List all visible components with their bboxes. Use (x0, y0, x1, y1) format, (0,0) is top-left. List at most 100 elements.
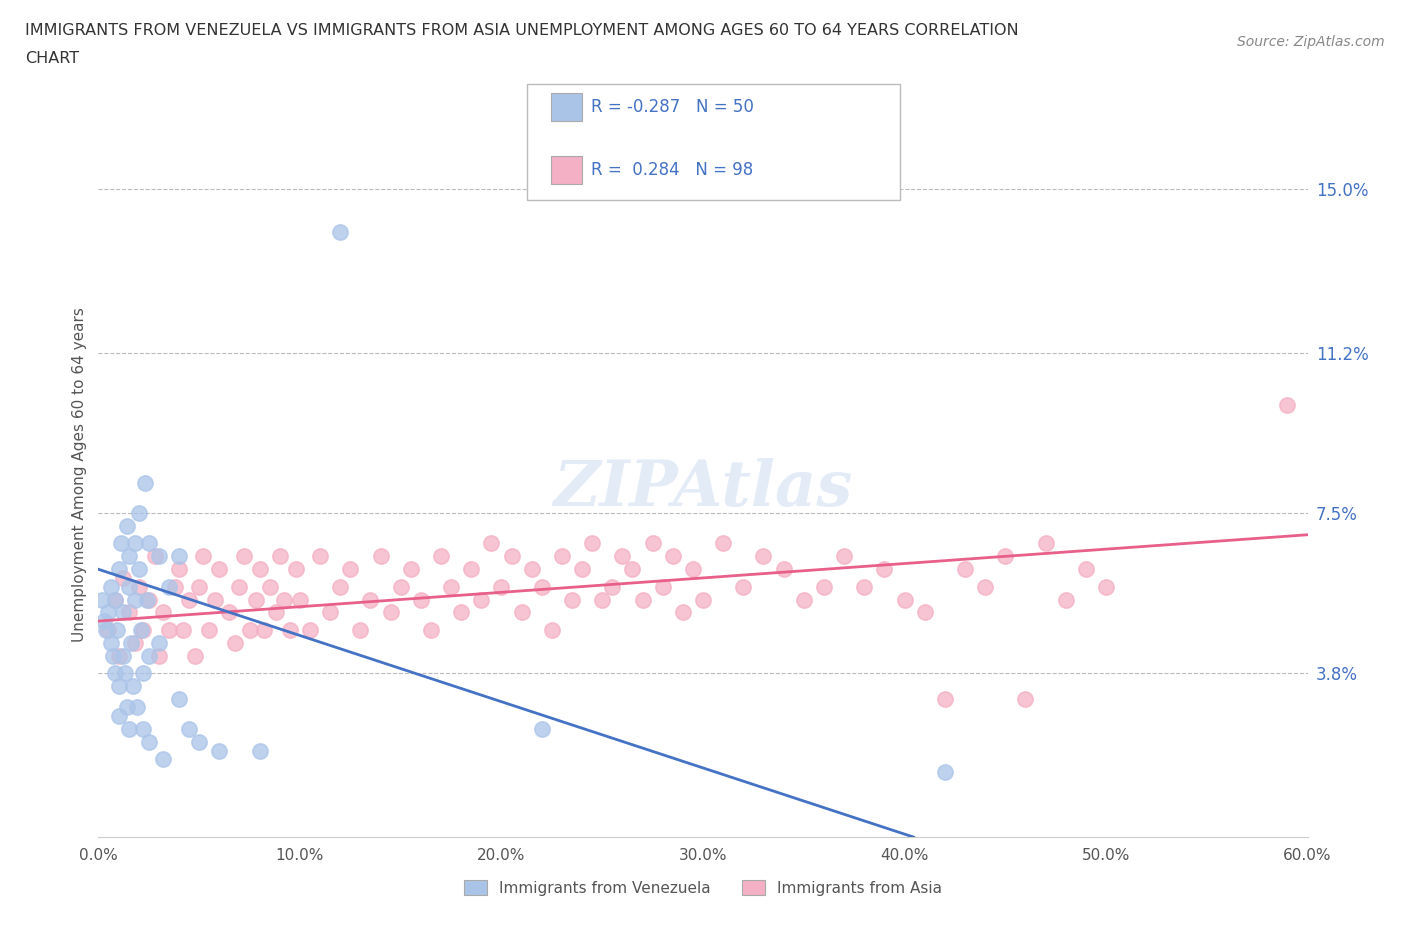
Point (163, 579, 186, 594)
Point (110, 536, 132, 551)
Legend: Immigrants from Venezuela, Immigrants from Asia: Immigrants from Venezuela, Immigrants fr… (458, 873, 948, 902)
Point (111, 605, 134, 620)
Text: ZIPAtlas: ZIPAtlas (554, 458, 852, 520)
Point (103, 592, 125, 607)
Text: R = -0.287   N = 50: R = -0.287 N = 50 (591, 98, 754, 116)
Point (264, 605, 287, 620)
Point (128, 506, 150, 521)
Point (752, 549, 775, 564)
Point (793, 592, 815, 607)
Point (138, 536, 160, 551)
Point (329, 225, 352, 240)
Point (138, 648, 160, 663)
Point (269, 549, 291, 564)
Point (148, 635, 170, 650)
Point (591, 592, 613, 607)
Point (232, 549, 254, 564)
Point (124, 536, 146, 551)
Point (893, 592, 915, 607)
Point (561, 592, 583, 607)
Point (124, 635, 146, 650)
Point (389, 579, 412, 594)
Point (349, 622, 371, 637)
Point (380, 605, 402, 620)
Point (1277, 398, 1299, 413)
Point (914, 605, 936, 620)
Point (672, 605, 695, 620)
Point (125, 700, 148, 715)
Point (299, 622, 322, 637)
Point (430, 549, 453, 564)
Point (208, 562, 231, 577)
Point (813, 579, 835, 594)
Point (172, 622, 194, 637)
Point (339, 562, 361, 577)
Point (138, 592, 160, 607)
Point (1074, 562, 1097, 577)
Point (107, 709, 129, 724)
Point (530, 579, 553, 594)
Point (772, 562, 794, 577)
Point (97, 605, 120, 620)
Point (602, 579, 624, 594)
Point (152, 605, 174, 620)
Point (551, 549, 574, 564)
Point (651, 579, 673, 594)
Point (319, 605, 342, 620)
Point (284, 562, 307, 577)
Point (1035, 536, 1057, 551)
Point (184, 648, 207, 663)
Point (167, 549, 190, 564)
Point (460, 562, 482, 577)
Point (278, 622, 301, 637)
Point (249, 562, 271, 577)
Point (101, 648, 124, 663)
Point (103, 592, 125, 607)
Point (641, 536, 664, 551)
Text: Source: ZipAtlas.com: Source: ZipAtlas.com (1237, 35, 1385, 49)
Point (832, 549, 855, 564)
Point (148, 549, 170, 564)
Point (661, 549, 683, 564)
Point (733, 579, 755, 594)
Point (208, 743, 231, 758)
Point (245, 592, 267, 607)
Point (100, 635, 122, 650)
Point (138, 735, 160, 750)
Point (97, 622, 120, 637)
Point (179, 722, 201, 737)
Point (143, 549, 166, 564)
Point (218, 605, 240, 620)
Point (934, 691, 956, 706)
Point (93, 614, 115, 629)
Point (111, 648, 134, 663)
Point (228, 579, 250, 594)
Point (631, 592, 654, 607)
Point (309, 549, 332, 564)
Point (118, 605, 141, 620)
Point (118, 579, 141, 594)
Point (873, 562, 896, 577)
Point (934, 764, 956, 779)
Point (107, 679, 129, 694)
Point (571, 562, 593, 577)
Point (124, 592, 146, 607)
Point (360, 592, 382, 607)
Point (481, 536, 503, 551)
Point (167, 691, 190, 706)
Point (120, 635, 142, 650)
Point (621, 562, 644, 577)
Point (103, 666, 125, 681)
Point (692, 592, 714, 607)
Point (107, 648, 129, 663)
Point (288, 592, 311, 607)
Point (420, 622, 443, 637)
Point (118, 549, 141, 564)
Point (132, 622, 155, 637)
Point (188, 579, 211, 594)
Point (399, 562, 422, 577)
Point (450, 605, 472, 620)
Point (253, 622, 276, 637)
Point (118, 722, 141, 737)
Point (100, 579, 122, 594)
